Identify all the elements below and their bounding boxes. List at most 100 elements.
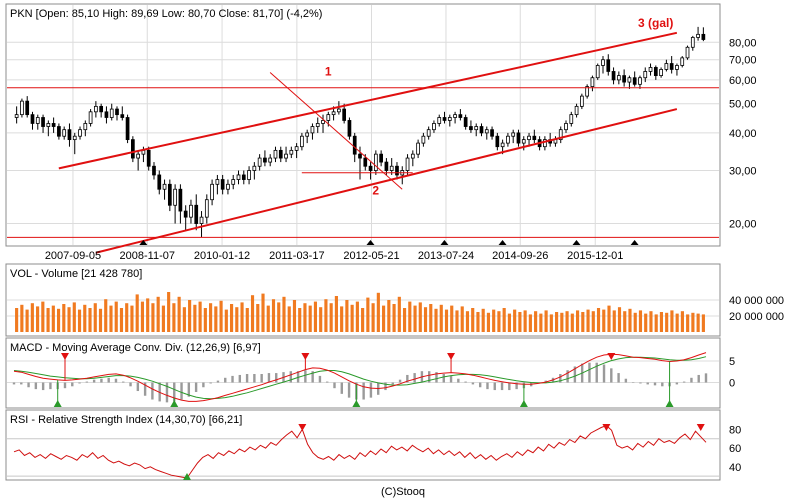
price-tick-label: 30,00 xyxy=(729,166,757,178)
candle-body xyxy=(220,179,225,190)
candle-body xyxy=(574,105,579,116)
sell-signal-marker xyxy=(607,353,616,360)
volume-bar xyxy=(104,299,108,332)
volume-bar xyxy=(675,313,679,332)
footer-credit: (C)Stooq xyxy=(381,486,425,498)
price-tick-label: 70,00 xyxy=(729,55,757,67)
volume-bar xyxy=(418,302,422,332)
volume-bar xyxy=(266,305,270,332)
price-tick-label: 20,00 xyxy=(729,219,757,231)
candle-body xyxy=(146,149,151,167)
volume-bar xyxy=(460,306,464,332)
volume-bar xyxy=(434,308,438,332)
candle-body xyxy=(41,117,45,127)
candle-body xyxy=(300,135,304,148)
volume-bar xyxy=(607,305,611,332)
volume-bar xyxy=(659,312,664,332)
volume-bar xyxy=(172,303,176,332)
candle-body xyxy=(384,161,389,171)
volume-bar xyxy=(387,300,391,332)
signal-line xyxy=(13,356,707,400)
macd-histogram-bar xyxy=(406,374,409,383)
macd-histogram-bar xyxy=(347,382,351,398)
candle-body xyxy=(532,135,537,141)
volume-bar xyxy=(271,299,276,332)
event-marker xyxy=(440,240,449,245)
macd-histogram-bar xyxy=(464,381,467,383)
channel-lower-line xyxy=(95,108,678,254)
candle-body xyxy=(152,165,156,176)
macd-histogram-bar xyxy=(41,382,45,391)
volume-bar xyxy=(439,304,443,332)
date-tick-label: 2014-09-26 xyxy=(492,250,548,262)
volume-bar xyxy=(691,312,695,332)
macd-histogram-bar xyxy=(486,382,489,390)
volume-bar xyxy=(224,309,228,332)
candle-body xyxy=(46,123,51,127)
candle-body xyxy=(310,126,315,134)
candle-body xyxy=(358,153,362,159)
candle-body xyxy=(558,129,563,141)
macd-tick-label: 0 xyxy=(729,378,735,390)
volume-bar xyxy=(486,312,491,332)
event-marker xyxy=(498,240,507,245)
volume-bar xyxy=(555,312,559,332)
rsi-tick-label: 80 xyxy=(729,424,741,436)
macd-histogram-bar xyxy=(413,373,416,383)
candle-body xyxy=(669,63,674,70)
candle-body xyxy=(373,153,378,171)
candle-body xyxy=(231,179,236,185)
macd-histogram-bar xyxy=(267,373,271,383)
candle-body xyxy=(521,139,526,144)
rsi-sell-marker xyxy=(602,424,611,431)
candle-body xyxy=(30,114,35,124)
macd-histogram-bar xyxy=(508,382,511,391)
volume-bar xyxy=(544,310,548,332)
candle-body xyxy=(479,126,484,134)
volume-bar xyxy=(617,307,622,332)
volume-bar xyxy=(402,308,407,332)
candle-body xyxy=(516,132,521,144)
event-marker xyxy=(366,240,375,245)
volume-bar xyxy=(450,305,454,332)
macd-histogram-bar xyxy=(384,382,387,391)
candle-body xyxy=(611,71,616,81)
macd-histogram-bar xyxy=(573,366,577,383)
volume-bar xyxy=(135,294,139,332)
candle-body xyxy=(627,77,632,83)
volume-bar xyxy=(203,308,207,332)
volume-bar xyxy=(350,304,354,332)
price-panel: 1 2 3 (gal) 80,00 70,00 60,00 50,00 40,00 30,00… xyxy=(5,3,757,262)
macd-histogram-bar xyxy=(697,374,700,383)
volume-bar xyxy=(114,301,118,332)
candle-body xyxy=(51,123,56,127)
macd-histogram-bar xyxy=(216,380,220,383)
candle-body xyxy=(643,71,648,79)
trend-lines xyxy=(7,31,719,254)
candle-body xyxy=(183,210,188,218)
candle-body xyxy=(469,126,473,131)
volume-bar xyxy=(62,304,66,332)
volume-bar xyxy=(340,306,344,332)
candle-body xyxy=(331,111,336,116)
macd-histogram-bar xyxy=(471,382,475,385)
volume-bar xyxy=(628,308,632,332)
volume-bars xyxy=(15,292,705,332)
candle-body xyxy=(273,149,278,159)
volume-bar xyxy=(30,303,34,332)
macd-histogram-bar xyxy=(326,381,329,383)
candle-body xyxy=(368,165,373,171)
candle-body xyxy=(527,135,531,141)
volume-bar xyxy=(88,308,92,332)
volume-bar xyxy=(502,308,506,332)
sell-signal-marker xyxy=(301,353,310,360)
macd-tick-label: 5 xyxy=(729,356,735,368)
volume-bar xyxy=(329,303,333,332)
annotation-label: 2 xyxy=(372,183,379,197)
rsi-signals xyxy=(183,424,705,480)
candle-body xyxy=(690,37,695,48)
volume-bar xyxy=(644,313,648,332)
volume-bar xyxy=(465,311,470,332)
macd-histogram-bar xyxy=(675,382,679,385)
